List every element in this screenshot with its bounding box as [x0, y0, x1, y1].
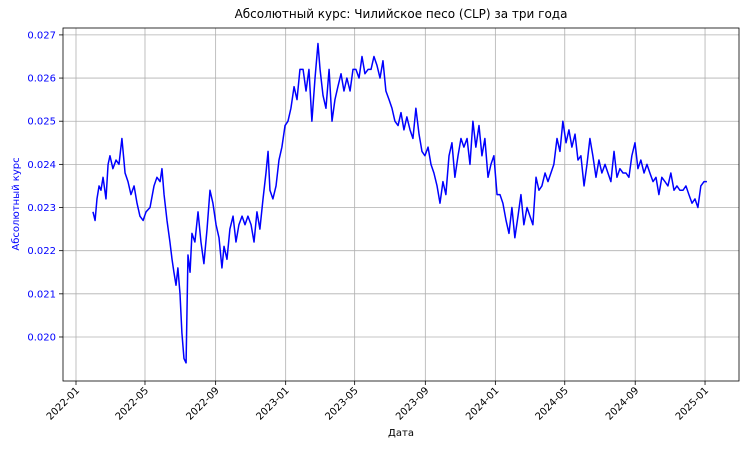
y-tick-label: 0.027	[27, 30, 56, 41]
y-tick-label: 0.024	[27, 160, 56, 171]
x-tick-label: 2023-05	[323, 385, 360, 422]
y-tick-label: 0.025	[27, 117, 56, 128]
x-tick-label: 2023-01	[254, 385, 291, 422]
x-tick-label: 2024-01	[464, 385, 501, 422]
price-line	[92, 42, 707, 364]
y-tick-label: 0.022	[27, 246, 56, 257]
x-tick-label: 2022-09	[184, 385, 221, 422]
x-tick-label: 2024-05	[534, 385, 571, 422]
x-tick-label: 2023-09	[394, 385, 431, 422]
x-tick-label: 2025-01	[674, 385, 711, 422]
x-axis-label: Дата	[388, 428, 414, 439]
plot-frame	[62, 27, 740, 382]
y-tick-label: 0.023	[27, 203, 56, 214]
y-tick-label: 0.020	[27, 332, 56, 343]
y-tick-label: 0.026	[27, 74, 56, 85]
x-tick-label: 2022-05	[114, 385, 151, 422]
x-tick-label: 2022-01	[45, 385, 82, 422]
y-axis-label: Абсолютный курс	[11, 157, 22, 250]
chart-title: Абсолютный курс: Чилийское песо (CLP) за…	[235, 7, 568, 21]
x-tick-label: 2024-09	[604, 385, 641, 422]
y-tick-label: 0.021	[27, 289, 56, 300]
